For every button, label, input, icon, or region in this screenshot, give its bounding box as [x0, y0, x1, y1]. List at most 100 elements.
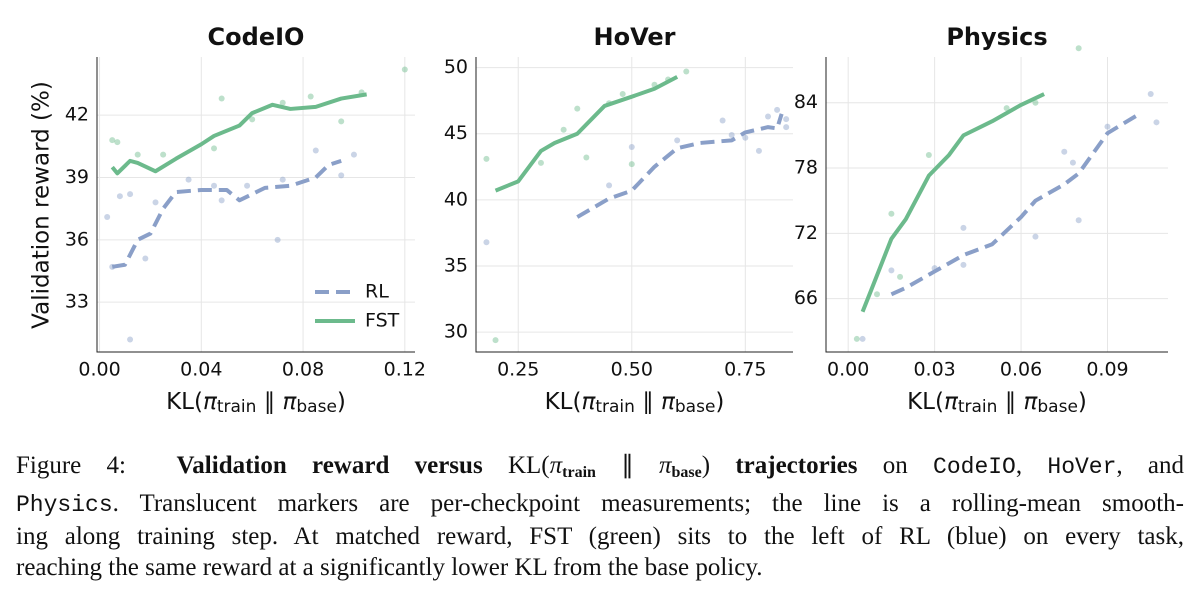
x-axis-label-part: KL( [545, 389, 582, 415]
x-axis-label-part: KL( [907, 389, 944, 415]
marker [338, 172, 345, 179]
marker [142, 255, 149, 262]
caption-text: , [1015, 452, 1048, 479]
marker [152, 199, 159, 206]
marker [350, 151, 357, 158]
chart-title: HoVer [594, 23, 676, 51]
caption: Figure 4: Validation reward versus KL(πt… [16, 450, 1184, 583]
marker [925, 151, 932, 158]
marker [960, 261, 967, 268]
y-tick-label: 39 [65, 166, 89, 188]
series-line [494, 75, 679, 193]
legend-label: FST [365, 310, 400, 332]
marker [109, 137, 116, 144]
x-axis-label-part: π [944, 389, 959, 415]
marker [279, 176, 286, 183]
marker [492, 337, 499, 344]
marker [888, 267, 895, 274]
marker [249, 116, 256, 123]
x-tick-label: 0.25 [497, 359, 539, 381]
x-tick-label: 0.06 [1000, 359, 1042, 381]
chart-title: Physics [946, 23, 1047, 51]
x-axis-label-part: π [1024, 389, 1039, 415]
x-axis-label-part: base [1037, 397, 1078, 417]
y-tick-label: 40 [444, 188, 468, 210]
caption-text: train [562, 464, 596, 481]
caption-text: Figure 4: [16, 452, 177, 479]
marker [160, 151, 167, 158]
marker [606, 182, 613, 189]
marker [274, 236, 281, 243]
y-tick-label: 84 [794, 91, 818, 113]
marker [114, 139, 121, 146]
marker [537, 159, 544, 166]
marker [619, 91, 626, 98]
caption-text: KL( [507, 452, 550, 479]
caption-text: CodeIO [933, 454, 1016, 480]
marker [765, 113, 772, 120]
x-tick-label: 0.12 [384, 359, 426, 381]
marker [853, 335, 860, 342]
x-axis-label-part: base [296, 397, 337, 417]
marker [755, 147, 762, 154]
caption-text: HoVer [1047, 454, 1117, 480]
chart-title: CodeIO [208, 23, 305, 51]
caption-text: ing along training step. At matched rewa… [16, 523, 1184, 550]
marker [560, 126, 567, 133]
marker [116, 193, 123, 200]
x-axis-label-part: ∥ [256, 389, 282, 415]
y-tick-label: 36 [65, 228, 89, 250]
x-axis-label-part: π [283, 389, 298, 415]
x-axis-label: KL(πtrain ∥ πbase) [907, 389, 1087, 418]
marker [279, 99, 286, 106]
caption-line: Physics. Translucent markers are per-che… [16, 488, 1184, 521]
marker [1061, 148, 1068, 155]
marker [1003, 105, 1010, 112]
x-tick-label: 0.00 [78, 359, 120, 381]
marker [683, 68, 690, 75]
caption-text: . Translucent markers are per-checkpoint… [112, 490, 1184, 517]
x-tick-label: 0.04 [180, 359, 222, 381]
marker [888, 210, 895, 217]
marker [583, 154, 590, 161]
caption-text: reaching the same reward at a significan… [16, 554, 763, 581]
caption-text: Physics [16, 492, 113, 518]
marker [628, 143, 635, 150]
x-tick-label: 0.03 [913, 359, 955, 381]
caption-line: ing along training step. At matched rewa… [16, 521, 1184, 552]
x-axis-label-part: base [675, 397, 716, 417]
marker [574, 105, 581, 112]
axis-spine [96, 57, 415, 353]
marker [859, 335, 866, 342]
caption-text: ) [701, 452, 736, 479]
marker [1032, 233, 1039, 240]
marker [211, 182, 218, 189]
y-axis-label: Validation reward (%) [29, 81, 55, 329]
marker [483, 155, 490, 162]
y-tick-label: 78 [794, 157, 818, 179]
x-axis-label-part: ) [1078, 389, 1087, 415]
marker [211, 145, 218, 152]
caption-text: , and [1116, 452, 1185, 479]
marker [728, 132, 735, 139]
marker [127, 191, 134, 198]
marker [1153, 119, 1160, 126]
x-axis-label-part: π [581, 389, 596, 415]
x-axis-label: KL(πtrain ∥ πbase) [545, 389, 725, 418]
marker [628, 161, 635, 168]
caption-line: reaching the same reward at a significan… [16, 552, 1184, 583]
marker [185, 176, 192, 183]
marker [719, 117, 726, 124]
y-tick-label: 50 [444, 56, 468, 78]
x-axis-label-part: train [595, 397, 635, 417]
marker [674, 137, 681, 144]
marker [742, 134, 749, 141]
y-tick-label: 42 [65, 104, 89, 126]
x-axis-label-part: ) [715, 389, 724, 415]
marker [483, 239, 490, 246]
marker [218, 197, 225, 204]
x-tick-label: 0.09 [1086, 359, 1128, 381]
x-axis-label-part: ) [337, 389, 346, 415]
marker [783, 124, 790, 131]
